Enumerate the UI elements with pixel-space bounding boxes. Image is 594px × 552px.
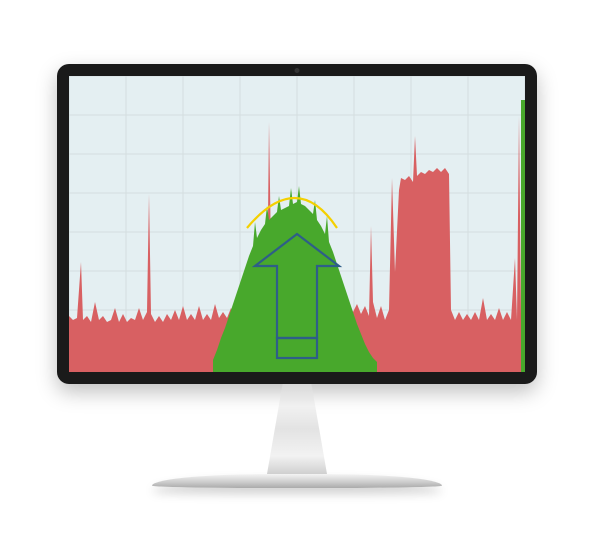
monitor xyxy=(57,64,537,488)
right-green-bar xyxy=(521,100,525,372)
monitor-stand-neck xyxy=(237,384,357,474)
screen xyxy=(69,76,525,372)
monitor-stand-base xyxy=(152,474,442,488)
camera-dot xyxy=(295,68,300,73)
monitor-bezel xyxy=(57,64,537,384)
spectrum-chart xyxy=(69,76,525,372)
